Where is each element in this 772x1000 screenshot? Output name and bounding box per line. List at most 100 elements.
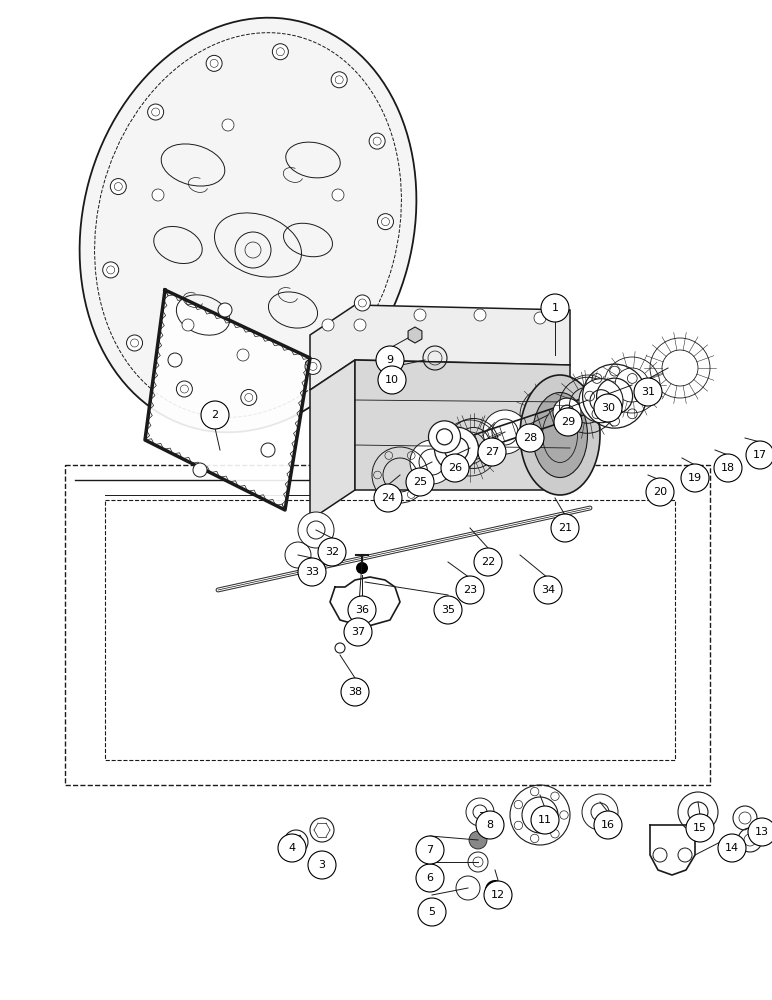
Circle shape [594,811,622,839]
Circle shape [298,558,326,586]
Circle shape [582,794,618,830]
Polygon shape [355,360,570,490]
Text: 15: 15 [693,823,707,833]
Circle shape [485,880,505,900]
Ellipse shape [80,18,416,432]
Circle shape [331,72,347,88]
Circle shape [681,464,709,492]
Circle shape [310,818,334,842]
Circle shape [318,538,346,566]
Text: 12: 12 [491,890,505,900]
Polygon shape [310,360,355,520]
Circle shape [201,401,229,429]
Text: 19: 19 [688,473,702,483]
Circle shape [241,389,257,405]
Circle shape [344,618,372,646]
Circle shape [456,876,480,900]
Circle shape [206,55,222,71]
Circle shape [748,818,772,846]
Text: 32: 32 [325,547,339,557]
Bar [65,465,710,785]
Circle shape [466,798,494,826]
Circle shape [456,576,484,604]
Circle shape [484,881,512,909]
Text: 7: 7 [426,845,434,855]
Ellipse shape [533,392,587,478]
Circle shape [541,294,569,322]
Text: 5: 5 [428,907,435,917]
Text: 31: 31 [641,387,655,397]
Text: 17: 17 [753,450,767,460]
Text: 35: 35 [441,605,455,615]
Circle shape [168,353,182,367]
Circle shape [746,441,772,469]
Text: 3: 3 [319,860,326,870]
Circle shape [714,454,742,482]
Text: 28: 28 [523,433,537,443]
Text: 26: 26 [448,463,462,473]
Circle shape [594,394,622,422]
Circle shape [534,312,546,324]
Circle shape [534,576,562,604]
Circle shape [434,596,462,624]
Circle shape [369,133,385,149]
Circle shape [406,468,434,496]
Circle shape [474,309,486,321]
Circle shape [278,834,306,862]
Circle shape [410,440,454,484]
Text: 11: 11 [538,815,552,825]
Circle shape [418,898,446,926]
Text: 34: 34 [541,585,555,595]
Circle shape [441,454,469,482]
Circle shape [428,421,461,453]
Text: 9: 9 [387,355,394,365]
Circle shape [579,379,623,423]
Text: 25: 25 [413,477,427,487]
Circle shape [646,478,674,506]
Ellipse shape [520,375,600,495]
Circle shape [378,214,394,230]
Circle shape [378,366,406,394]
Circle shape [298,512,334,548]
Circle shape [193,463,207,477]
Circle shape [176,381,192,397]
Circle shape [147,104,164,120]
Text: 27: 27 [485,447,499,457]
Polygon shape [310,305,570,390]
Circle shape [531,806,559,834]
Circle shape [182,319,194,331]
Circle shape [718,834,746,862]
Circle shape [416,836,444,864]
Circle shape [476,811,504,839]
Circle shape [516,424,544,452]
Circle shape [551,514,579,542]
Circle shape [686,814,714,842]
Text: 8: 8 [486,820,493,830]
Text: 18: 18 [721,463,735,473]
Polygon shape [145,290,310,510]
Text: 29: 29 [561,417,575,427]
Text: 14: 14 [725,843,739,853]
Circle shape [468,852,488,872]
Circle shape [416,864,444,892]
Text: 36: 36 [355,605,369,615]
Circle shape [354,319,366,331]
Text: 20: 20 [653,487,667,497]
Circle shape [435,427,479,471]
Text: 1: 1 [551,303,558,313]
Circle shape [554,408,582,436]
Text: 2: 2 [212,410,218,420]
Circle shape [376,346,404,374]
Circle shape [332,189,344,201]
Circle shape [553,398,581,426]
Circle shape [634,378,662,406]
Text: 38: 38 [348,687,362,697]
Circle shape [478,438,506,466]
Text: 13: 13 [755,827,769,837]
Circle shape [414,309,426,321]
Circle shape [322,319,334,331]
Circle shape [738,828,762,852]
Text: 37: 37 [351,627,365,637]
Circle shape [222,119,234,131]
Circle shape [348,596,376,624]
